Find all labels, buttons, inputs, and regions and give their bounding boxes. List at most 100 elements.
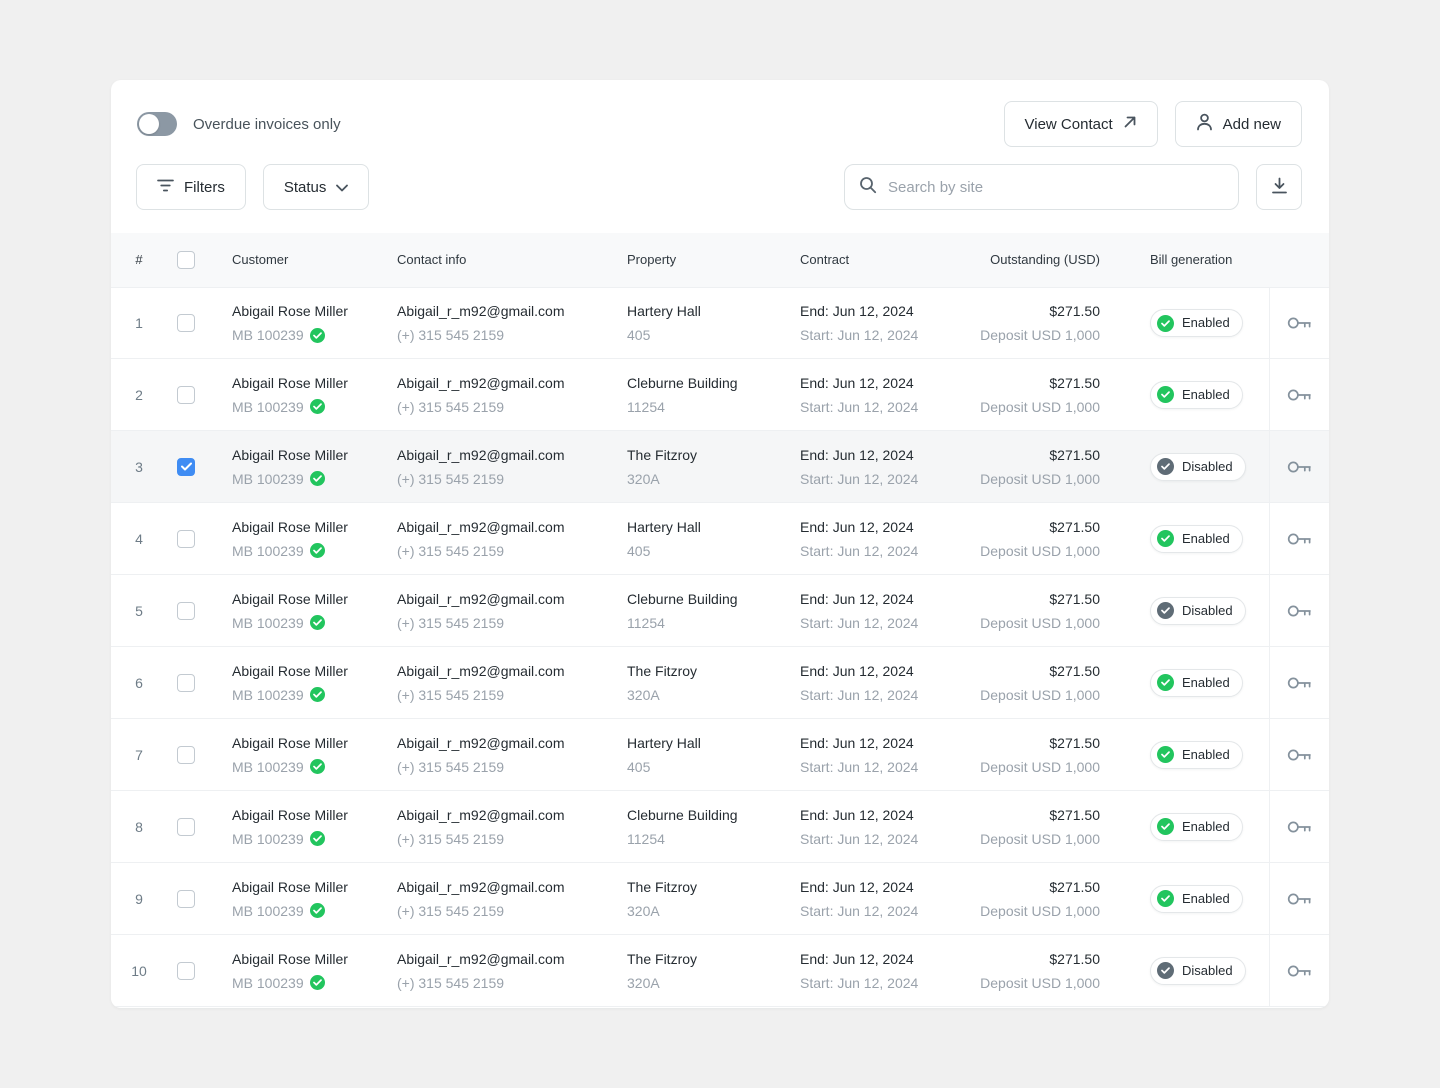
filters-button[interactable]: Filters xyxy=(136,164,246,210)
contract-end: End: Jun 12, 2024 xyxy=(800,662,914,679)
customer-cell: Abigail Rose Miller MB 100239 xyxy=(232,947,397,995)
contract-start: Start: Jun 12, 2024 xyxy=(800,614,919,631)
customer-id: MB 100239 xyxy=(232,974,304,991)
contract-cell: End: Jun 12, 2024 Start: Jun 12, 2024 xyxy=(800,659,961,707)
customer-cell: Abigail Rose Miller MB 100239 xyxy=(232,371,397,419)
bill-status-badge[interactable]: Disabled xyxy=(1150,596,1246,625)
row-checkbox[interactable] xyxy=(177,673,195,692)
outstanding-amount: $271.50 xyxy=(1049,950,1100,967)
table-row: 3 Abigail Rose Miller MB 100239 Abigail_… xyxy=(111,431,1329,503)
key-icon[interactable] xyxy=(1287,315,1312,331)
key-icon[interactable] xyxy=(1287,531,1312,547)
property-unit: 11254 xyxy=(627,398,665,415)
verified-check-icon xyxy=(309,327,325,343)
bill-status-badge[interactable]: Enabled xyxy=(1150,524,1243,553)
key-icon[interactable] xyxy=(1287,747,1312,763)
view-contact-button[interactable]: View Contact xyxy=(1003,101,1158,147)
outstanding-amount: $271.50 xyxy=(1049,878,1100,895)
filter-lines-icon xyxy=(157,179,174,196)
row-checkbox[interactable] xyxy=(177,385,195,404)
status-dot-icon xyxy=(1157,314,1174,332)
row-checkbox[interactable] xyxy=(177,601,195,620)
bill-status-badge[interactable]: Enabled xyxy=(1150,668,1243,697)
customer-name: Abigail Rose Miller xyxy=(232,590,348,607)
customer-email: Abigail_r_m92@gmail.com xyxy=(397,374,565,391)
status-dot-icon xyxy=(1157,386,1174,403)
contact-cell: Abigail_r_m92@gmail.com (+) 315 545 2159 xyxy=(397,587,627,635)
contract-end: End: Jun 12, 2024 xyxy=(800,806,914,823)
search-field[interactable] xyxy=(844,164,1239,210)
toggle-switch[interactable] xyxy=(137,112,177,136)
customer-id: MB 100239 xyxy=(232,614,304,631)
property-cell: The Fitzroy 320A xyxy=(627,947,800,995)
customer-phone: (+) 315 545 2159 xyxy=(397,830,505,847)
column-header-contact: Contact info xyxy=(397,252,467,267)
table-header: # Customer Contact info Property Contrac… xyxy=(111,233,1329,287)
overdue-toggle-label: Overdue invoices only xyxy=(193,115,341,133)
outstanding-amount: $271.50 xyxy=(1049,734,1100,751)
status-dot-icon xyxy=(1157,962,1174,979)
bill-status-badge[interactable]: Enabled xyxy=(1150,812,1243,841)
row-checkbox[interactable] xyxy=(177,961,195,980)
add-new-button[interactable]: Add new xyxy=(1174,101,1302,147)
search-input[interactable] xyxy=(888,178,1224,196)
customer-name: Abigail Rose Miller xyxy=(232,303,348,319)
outstanding-amount: $271.50 xyxy=(1049,518,1100,535)
deposit-amount: Deposit USD 1,000 xyxy=(980,542,1100,559)
bill-status-label: Enabled xyxy=(1182,315,1230,330)
outstanding-cell: $271.50 Deposit USD 1,000 xyxy=(961,299,1100,347)
customer-email: Abigail_r_m92@gmail.com xyxy=(397,878,565,895)
bill-status-label: Enabled xyxy=(1182,818,1230,834)
table-row: 6 Abigail Rose Miller MB 100239 Abigail_… xyxy=(111,647,1329,719)
customer-id: MB 100239 xyxy=(232,830,304,847)
property-name: The Fitzroy xyxy=(627,446,698,463)
row-checkbox[interactable] xyxy=(177,817,195,836)
property-name: Hartery Hall xyxy=(627,734,701,751)
key-icon[interactable] xyxy=(1287,963,1312,979)
outstanding-amount: $271.50 xyxy=(1049,303,1100,319)
bill-status-badge[interactable]: Enabled xyxy=(1150,380,1243,409)
property-name: The Fitzroy xyxy=(627,950,698,967)
customer-phone: (+) 315 545 2159 xyxy=(397,614,505,631)
key-icon[interactable] xyxy=(1287,603,1312,619)
key-icon[interactable] xyxy=(1287,459,1312,475)
contract-start: Start: Jun 12, 2024 xyxy=(800,542,919,559)
arrow-up-right-icon xyxy=(1123,115,1137,133)
bill-status-badge[interactable]: Enabled xyxy=(1150,309,1243,337)
key-icon[interactable] xyxy=(1287,819,1312,835)
property-name: Hartery Hall xyxy=(627,518,701,535)
customer-name: Abigail Rose Miller xyxy=(232,446,348,463)
row-checkbox[interactable] xyxy=(177,529,195,548)
export-button[interactable] xyxy=(1256,164,1302,210)
verified-check-icon xyxy=(309,831,325,846)
contract-end: End: Jun 12, 2024 xyxy=(800,590,914,607)
customer-email: Abigail_r_m92@gmail.com xyxy=(397,662,565,679)
status-dot-icon xyxy=(1157,674,1174,691)
row-checkbox[interactable] xyxy=(177,889,195,908)
outstanding-cell: $271.50 Deposit USD 1,000 xyxy=(961,875,1100,923)
outstanding-cell: $271.50 Deposit USD 1,000 xyxy=(961,443,1100,491)
row-number: 7 xyxy=(135,746,143,763)
row-number: 10 xyxy=(131,962,147,979)
bill-status-badge[interactable]: Disabled xyxy=(1150,956,1246,985)
overdue-toggle[interactable]: Overdue invoices only xyxy=(136,112,341,136)
key-icon[interactable] xyxy=(1287,387,1312,403)
outstanding-cell: $271.50 Deposit USD 1,000 xyxy=(961,731,1100,779)
status-dropdown[interactable]: Status xyxy=(262,164,370,210)
table-row: 2 Abigail Rose Miller MB 100239 Abigail_… xyxy=(111,359,1329,431)
contract-cell: End: Jun 12, 2024 Start: Jun 12, 2024 xyxy=(800,443,961,491)
key-icon[interactable] xyxy=(1287,675,1312,691)
deposit-amount: Deposit USD 1,000 xyxy=(980,398,1100,415)
row-checkbox[interactable] xyxy=(177,745,195,764)
bill-status-badge[interactable]: Enabled xyxy=(1150,740,1243,769)
bill-status-badge[interactable]: Disabled xyxy=(1150,452,1246,481)
contract-cell: End: Jun 12, 2024 Start: Jun 12, 2024 xyxy=(800,731,961,779)
row-checkbox[interactable] xyxy=(177,457,195,476)
select-all-checkbox[interactable] xyxy=(177,251,195,269)
key-icon[interactable] xyxy=(1287,891,1312,907)
row-checkbox[interactable] xyxy=(177,314,195,332)
bill-status-badge[interactable]: Enabled xyxy=(1150,884,1243,913)
customer-name: Abigail Rose Miller xyxy=(232,734,348,751)
property-cell: The Fitzroy 320A xyxy=(627,659,800,707)
invoices-panel: Overdue invoices only View Contact Add n… xyxy=(111,80,1329,1008)
